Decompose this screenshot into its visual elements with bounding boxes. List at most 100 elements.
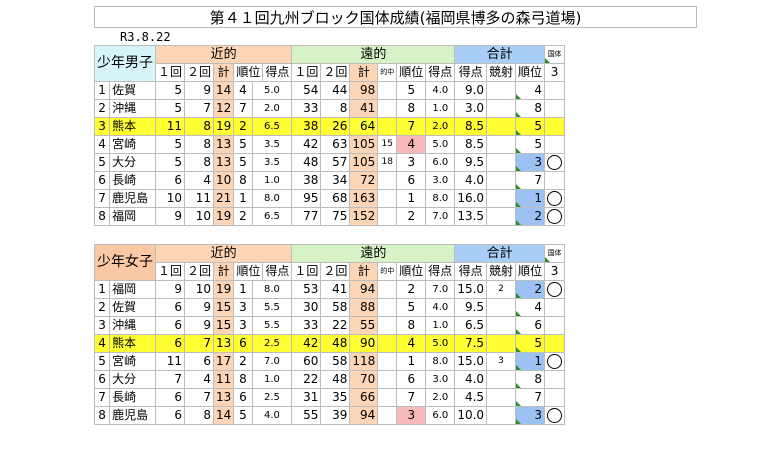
kinteki-second[interactable]: 9: [184, 298, 215, 317]
qualified-mark[interactable]: [544, 370, 566, 389]
enteki-rank[interactable]: 8: [396, 99, 427, 118]
prefecture-name[interactable]: 鹿児島: [109, 406, 156, 425]
total-points[interactable]: 15.0: [454, 352, 488, 371]
kinteki-total[interactable]: 13: [213, 388, 235, 407]
prefecture-name[interactable]: 熊本: [109, 334, 156, 353]
enteki-total[interactable]: 41: [349, 99, 379, 118]
kinteki-second[interactable]: 4: [184, 370, 215, 389]
kinteki-rank[interactable]: 2: [233, 352, 253, 371]
col-kinteki-total[interactable]: 計: [213, 63, 235, 82]
enteki-total[interactable]: 72: [349, 171, 379, 190]
total-points[interactable]: 13.5: [454, 207, 488, 226]
total-points[interactable]: 4.0: [454, 370, 488, 389]
row-number[interactable]: 3: [93, 316, 111, 335]
enteki-total[interactable]: 94: [349, 280, 379, 299]
kinteki-points[interactable]: 7.0: [251, 352, 293, 371]
total-points[interactable]: 15.0: [454, 280, 488, 299]
kinteki-rank[interactable]: 5: [233, 406, 253, 425]
kinteki-rank[interactable]: 3: [233, 316, 253, 335]
enteki-total[interactable]: 55: [349, 316, 379, 335]
row-number[interactable]: 1: [93, 280, 111, 299]
enteki-second[interactable]: 58: [320, 298, 351, 317]
final-rank[interactable]: 8: [515, 370, 546, 389]
kinteki-rank[interactable]: 2: [233, 117, 253, 136]
team-category-label[interactable]: 少年男子: [94, 45, 156, 82]
row-number[interactable]: 6: [93, 171, 111, 190]
col-enteki-points[interactable]: 得点: [425, 63, 456, 82]
kinteki-second[interactable]: 7: [184, 388, 215, 407]
enteki-rank[interactable]: 8: [396, 316, 427, 335]
prefecture-name[interactable]: 福岡: [109, 207, 156, 226]
col-kinteki-first[interactable]: １回: [154, 262, 186, 281]
qualified-mark[interactable]: ○: [544, 280, 566, 299]
kyousha-value[interactable]: [486, 81, 517, 100]
total-points[interactable]: 4.0: [454, 171, 488, 190]
enteki-rank[interactable]: 4: [396, 334, 427, 353]
enteki-second[interactable]: 68: [320, 189, 351, 208]
enteki-points[interactable]: 6.0: [425, 153, 456, 172]
enteki-rank[interactable]: 7: [396, 117, 427, 136]
enteki-second[interactable]: 35: [320, 388, 351, 407]
row-number[interactable]: 5: [93, 153, 111, 172]
col-kinteki-first[interactable]: １回: [154, 63, 186, 82]
table-row[interactable]: 3 沖縄 6 9 15 3 5.5 33 22 55 8 1.0 6.5 6: [93, 316, 566, 335]
prefecture-name[interactable]: 宮崎: [109, 135, 156, 154]
kinteki-first[interactable]: 5: [154, 81, 186, 100]
total-points[interactable]: 4.5: [454, 388, 488, 407]
kokutai-label[interactable]: 国体: [544, 244, 566, 263]
kinteki-rank[interactable]: 4: [233, 81, 253, 100]
enteki-first[interactable]: 42: [291, 334, 322, 353]
kinteki-header[interactable]: 近的: [154, 244, 293, 263]
kinteki-second[interactable]: 7: [184, 334, 215, 353]
col-kinteki-points[interactable]: 得点: [262, 262, 293, 281]
enteki-points[interactable]: 1.0: [425, 99, 456, 118]
kinteki-rank[interactable]: 5: [233, 153, 253, 172]
total-points[interactable]: 8.5: [454, 135, 488, 154]
total-points[interactable]: 6.5: [454, 316, 488, 335]
enteki-points[interactable]: 5.0: [425, 135, 456, 154]
enteki-points[interactable]: 8.0: [425, 352, 456, 371]
enteki-total[interactable]: 88: [349, 298, 379, 317]
enteki-second[interactable]: 8: [320, 99, 351, 118]
table-row[interactable]: 4 宮崎 5 8 13 5 3.5 42 63 105 15 4 5.0 8.5 5: [93, 135, 566, 154]
kinteki-second[interactable]: 8: [184, 117, 215, 136]
kinteki-total[interactable]: 19: [213, 280, 235, 299]
enteki-tekichu[interactable]: [377, 316, 398, 335]
final-rank[interactable]: 5: [515, 117, 546, 136]
col-kinteki-total[interactable]: 計: [213, 262, 235, 281]
enteki-first[interactable]: 55: [291, 406, 322, 425]
final-rank[interactable]: 8: [515, 99, 546, 118]
kinteki-points[interactable]: 6.5: [251, 207, 293, 226]
kinteki-second[interactable]: 6: [184, 352, 215, 371]
col-enteki-rank[interactable]: 順位: [396, 262, 427, 281]
enteki-rank[interactable]: 1: [396, 352, 427, 371]
col-enteki-first[interactable]: １回: [291, 262, 322, 281]
prefecture-name[interactable]: 大分: [109, 153, 156, 172]
enteki-total[interactable]: 163: [349, 189, 379, 208]
kinteki-first[interactable]: 9: [154, 280, 186, 299]
prefecture-name[interactable]: 佐賀: [109, 81, 156, 100]
kinteki-points[interactable]: 2.5: [251, 334, 293, 353]
qualified-mark[interactable]: [544, 81, 566, 100]
table-row[interactable]: 6 長崎 6 4 10 8 1.0 38 34 72 6 3.0 4.0 7: [93, 171, 566, 190]
final-rank[interactable]: 5: [515, 135, 546, 154]
prefecture-name[interactable]: 鹿児島: [109, 189, 156, 208]
total-points[interactable]: 7.5: [454, 334, 488, 353]
total-points[interactable]: 10.0: [454, 406, 488, 425]
kinteki-header[interactable]: 近的: [154, 45, 293, 64]
col-enteki-second[interactable]: ２回: [320, 63, 351, 82]
enteki-tekichu[interactable]: [377, 81, 398, 100]
row-number[interactable]: 2: [93, 99, 111, 118]
enteki-points[interactable]: 7.0: [425, 207, 456, 226]
table-row[interactable]: 2 佐賀 6 9 15 3 5.5 30 58 88 5 4.0 9.5 4: [93, 298, 566, 317]
kyousha-value[interactable]: 2: [486, 280, 517, 299]
col-enteki-first[interactable]: １回: [291, 63, 322, 82]
team-category-label[interactable]: 少年女子: [94, 244, 156, 281]
kinteki-second[interactable]: 8: [184, 406, 215, 425]
qualified-mark[interactable]: ○: [544, 153, 566, 172]
enteki-total[interactable]: 70: [349, 370, 379, 389]
kinteki-first[interactable]: 5: [154, 153, 186, 172]
enteki-rank[interactable]: 6: [396, 171, 427, 190]
row-number[interactable]: 8: [93, 207, 111, 226]
